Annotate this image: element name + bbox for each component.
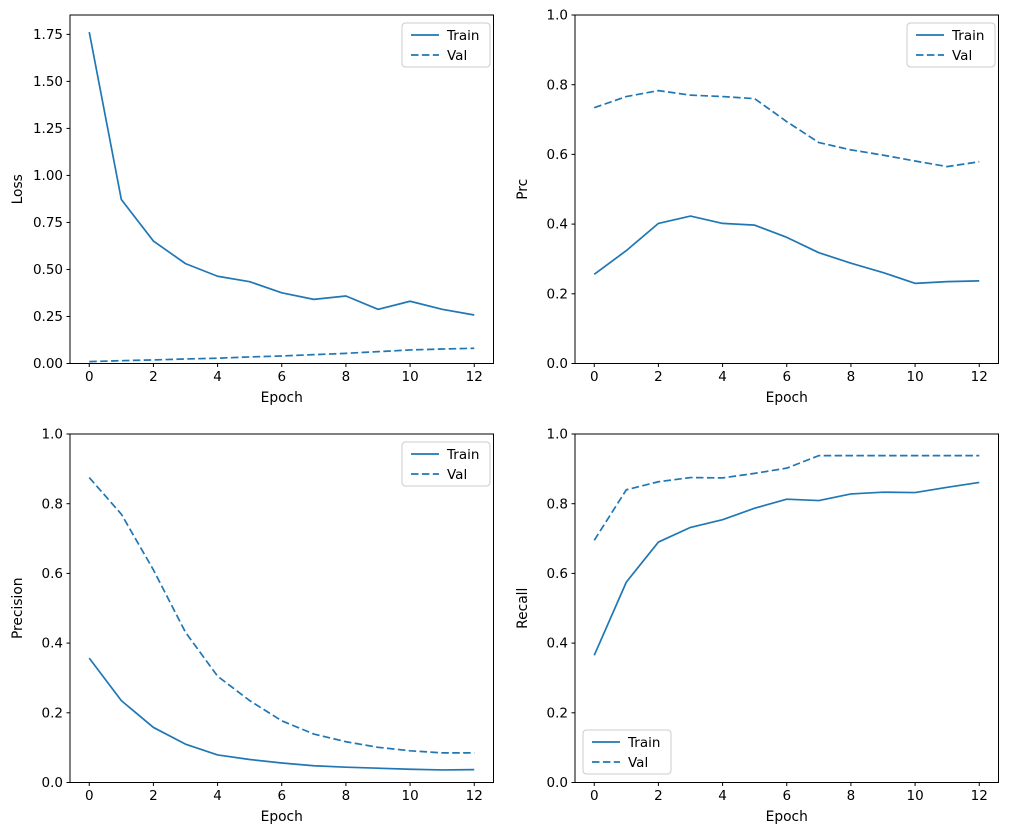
y-tick-label: 0.8 [547,77,568,93]
legend-box [401,441,491,487]
x-axis-label: Epoch [261,809,303,825]
y-tick-label: 0.50 [33,262,63,278]
series-line-train [88,657,475,771]
legend-label-val: Val [628,755,648,771]
x-tick-label: 6 [782,788,791,804]
x-axis-label: Epoch [261,390,303,406]
legend-label-val: Val [952,48,972,64]
series-line-train [593,481,980,656]
y-tick-label: 1.50 [33,74,63,90]
y-tick-label: 0.8 [547,496,568,512]
y-tick-label: 0.8 [42,496,63,512]
x-tick-label: 10 [906,788,923,804]
x-tick-label: 0 [85,788,94,804]
loss-chart: 0 2 4 6 8 10 12 0.00 0.25 0.50 0.75 1.00 1.25 1.50 1.7… [10,14,494,406]
series-line-train [593,215,980,285]
series-line-val [88,476,475,754]
x-tick-label: 6 [277,369,286,385]
y-tick-label: 1.25 [33,121,63,137]
legend-label-train: Train [446,28,479,44]
x-tick-label: 4 [213,369,222,385]
series-line-train [88,31,475,316]
x-tick-label: 10 [906,369,923,385]
y-tick-label: 0.0 [547,775,568,791]
x-tick-label: 2 [654,788,663,804]
x-tick-label: 12 [466,788,483,804]
series-line-val [593,89,980,168]
x-tick-label: 6 [782,369,791,385]
legend-label-train: Train [627,735,660,751]
series-line-val [89,347,475,363]
subplot-prc: 0 2 4 6 8 10 12 0.0 0.2 0.4 0.6 0.8 1.0 Epoch Prc Train… [505,0,1010,419]
x-tick-label: 6 [277,788,286,804]
x-tick-label: 2 [654,369,663,385]
y-tick-label: 1.75 [33,27,63,43]
x-tick-label: 4 [718,369,727,385]
y-tick-label: 0.2 [547,286,568,302]
y-tick-label: 0.0 [42,775,63,791]
x-tick-label: 12 [971,788,988,804]
recall-chart: 0 2 4 6 8 10 12 0.0 0.2 0.4 0.6 0.8 1.0 Epoch Recall Tr… [515,427,999,825]
x-tick-label: 10 [401,369,418,385]
legend-box [582,729,672,775]
precision-chart: 0 2 4 6 8 10 12 0.0 0.2 0.4 0.6 0.8 1.0 Epoch Precisio… [10,427,494,825]
y-axis-label: Loss [10,174,26,204]
subplot-precision: 0 2 4 6 8 10 12 0.0 0.2 0.4 0.6 0.8 1.0 Epoch Precisio… [0,419,505,838]
y-tick-label: 0.0 [547,356,568,372]
y-tick-label: 1.0 [547,8,568,24]
legend-label-val: Val [447,48,467,64]
y-tick-label: 0.4 [547,636,568,652]
subplot-recall: 0 2 4 6 8 10 12 0.0 0.2 0.4 0.6 0.8 1.0 Epoch Recall Tr… [505,419,1010,838]
y-axis-label: Prc [515,179,531,200]
y-tick-label: 0.75 [33,215,63,231]
y-tick-label: 0.6 [547,147,568,163]
y-tick-label: 0.2 [42,705,63,721]
x-tick-label: 0 [85,369,94,385]
x-tick-label: 0 [590,788,599,804]
legend-label-val: Val [447,467,467,483]
y-tick-label: 0.4 [547,217,568,233]
legend-label-train: Train [951,28,984,44]
y-tick-label: 0.2 [547,705,568,721]
y-tick-label: 1.0 [547,427,568,443]
x-tick-label: 8 [847,788,856,804]
y-axis-label: Precision [10,577,26,639]
series-line-val [593,454,980,541]
y-axis-label: Recall [515,588,531,629]
legend-label-train: Train [446,447,479,463]
y-tick-label: 0.4 [42,636,63,652]
x-tick-label: 12 [971,369,988,385]
x-tick-label: 0 [590,369,599,385]
y-tick-label: 0.00 [33,356,63,372]
prc-chart: 0 2 4 6 8 10 12 0.0 0.2 0.4 0.6 0.8 1.0 Epoch Prc Train… [515,8,999,406]
x-tick-label: 10 [401,788,418,804]
y-tick-label: 0.6 [42,566,63,582]
x-tick-label: 2 [149,788,158,804]
legend-box [906,22,996,68]
x-tick-label: 8 [847,369,856,385]
x-tick-label: 8 [342,788,351,804]
y-tick-label: 0.25 [33,309,63,325]
x-tick-label: 12 [466,369,483,385]
x-tick-label: 4 [213,788,222,804]
x-axis-label: Epoch [766,390,808,406]
x-tick-label: 2 [149,369,158,385]
legend-box [401,22,491,68]
x-tick-label: 4 [718,788,727,804]
y-tick-label: 1.00 [33,168,63,184]
y-tick-label: 1.0 [42,427,63,443]
x-tick-label: 8 [342,369,351,385]
x-axis-label: Epoch [766,809,808,825]
subplot-loss: 0 2 4 6 8 10 12 0.00 0.25 0.50 0.75 1.00 1.25 1.50 1.7… [0,0,505,419]
y-tick-label: 0.6 [547,566,568,582]
